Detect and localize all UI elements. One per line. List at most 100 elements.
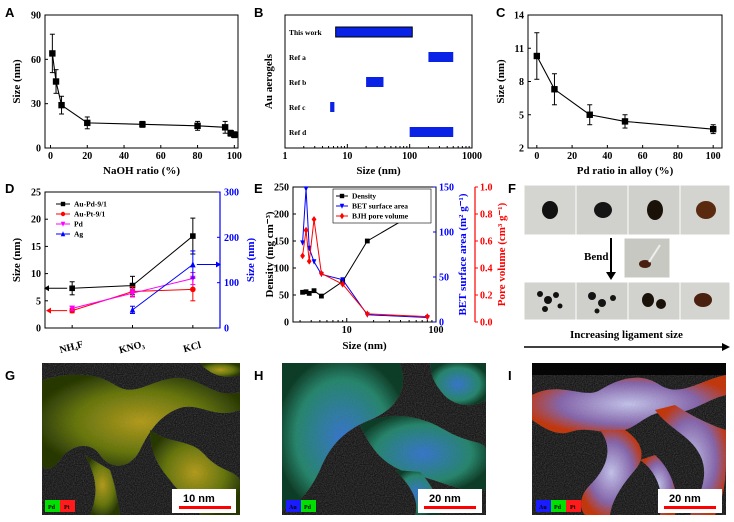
x-tick-label: 100 <box>402 151 417 162</box>
tag-pt <box>60 500 75 512</box>
data-point <box>190 286 196 293</box>
plot-frame <box>44 14 239 149</box>
ligament-region <box>200 363 240 377</box>
y-tick-label: 15 <box>31 242 41 253</box>
data-point <box>190 261 196 268</box>
y-tick-label: 11 <box>515 44 524 55</box>
x-tick-label: KNO₃ <box>118 339 146 356</box>
ligament-region <box>430 363 486 406</box>
tag-label-au: Au <box>289 505 297 511</box>
data-point <box>129 306 136 313</box>
data-point <box>221 124 229 131</box>
bend-label: Bend <box>584 251 608 263</box>
eds-network <box>282 363 486 515</box>
tag-label-pt: Pt <box>64 505 70 511</box>
axis-arrow-head <box>216 261 221 268</box>
photo-row-bottom <box>523 281 731 321</box>
y-right-tick-label: 0.2 <box>480 291 493 302</box>
y-axis-label-mid: BET surface area (m² g⁻¹) <box>457 193 469 315</box>
data-point <box>300 252 305 260</box>
ligament-region <box>42 374 240 469</box>
fragment <box>542 306 548 312</box>
category-label: This work <box>289 28 323 37</box>
fragment <box>598 299 606 307</box>
data-point <box>586 111 593 118</box>
data-point <box>300 240 305 246</box>
sample-monolith <box>594 202 612 218</box>
sample-bent <box>639 260 651 268</box>
bend-arrow-head <box>606 272 616 280</box>
data-point <box>300 289 305 295</box>
photo-row-top <box>523 184 731 236</box>
data-point <box>190 233 196 239</box>
scale-bar-label: 10 nm <box>183 493 215 505</box>
y-right-tick-label: 0.4 <box>480 264 493 275</box>
x-tick-label: 10 <box>342 151 352 162</box>
data-point <box>306 257 312 265</box>
category-label: Ref a <box>289 53 306 62</box>
chart-c-pd-ratio: 0 20 40 60 80 100 2 5 8 11 14 Pd ratio in alloy (%)… <box>495 11 723 177</box>
legend-marker <box>60 231 66 237</box>
legend-marker <box>60 201 66 207</box>
panel-letter-c: C <box>496 5 506 20</box>
data-point <box>311 259 317 265</box>
fragment <box>544 296 552 304</box>
x-axis-label: Pd ratio in alloy (%) <box>577 165 674 177</box>
legend-marker <box>60 211 66 217</box>
sample-monolith <box>696 201 716 219</box>
data-point <box>190 275 196 282</box>
y-axis-label: Density (mg cm⁻³) <box>264 211 276 297</box>
y-tick-label: 250 <box>274 183 289 194</box>
panel-letter-e: E <box>254 181 263 196</box>
y-tick-label: 100 <box>274 264 289 275</box>
data-point <box>424 313 430 320</box>
data-point <box>551 86 558 93</box>
data-point <box>311 216 317 223</box>
y-tick-label: 10 <box>31 269 41 280</box>
panel-letter-h: H <box>254 368 263 383</box>
chart-a-naoh-ratio: 0 20 40 60 80 100 0 30 60 90 NaOH ratio (%) Size (n… <box>11 11 242 178</box>
x-tick-label: 100 <box>706 151 721 162</box>
legend-label: Au-Pt-9/1 <box>74 210 105 219</box>
data-point <box>318 293 324 299</box>
data-point <box>311 288 317 294</box>
data-point <box>303 186 309 192</box>
ligament-region <box>85 455 120 515</box>
data-point <box>303 226 309 234</box>
data-point <box>129 290 136 297</box>
range-bar <box>409 127 454 137</box>
fragment <box>588 292 596 300</box>
y-mid-tick-label: 0 <box>439 318 444 329</box>
panel-letter-d: D <box>5 181 14 196</box>
scale-bar-label: 20 nm <box>429 493 461 505</box>
fragment <box>656 299 666 309</box>
category-label: Ref c <box>289 103 306 112</box>
ligament-region <box>282 363 404 510</box>
scale-bar <box>179 506 231 509</box>
tag-label-pt: Pt <box>570 505 576 511</box>
y-right-tick-label: 0.8 <box>480 210 493 221</box>
y-right-tick-label: 100 <box>224 278 239 289</box>
panel-letter-a: A <box>5 5 15 20</box>
range-bar <box>366 77 384 87</box>
data-point <box>340 277 346 283</box>
legend-marker <box>339 193 345 199</box>
y-mid-tick-label: 100 <box>439 228 454 239</box>
x-axis-label: NaOH ratio (%) <box>103 165 180 177</box>
data-point <box>84 119 91 127</box>
tag-pd <box>551 500 566 512</box>
series-line <box>132 264 194 311</box>
category-label: Ref d <box>289 128 307 137</box>
tag-au <box>286 500 301 512</box>
y-tick-label: 60 <box>31 55 41 66</box>
y-tick-label: 8 <box>519 77 524 88</box>
data-point <box>318 270 324 277</box>
x-tick-label: KCl <box>182 340 202 355</box>
y-tick-label: 2 <box>519 144 524 155</box>
ligament-caption: Increasing ligament size <box>570 329 683 341</box>
legend-marker <box>339 212 345 220</box>
data-point <box>533 52 541 60</box>
tag-au <box>536 500 551 512</box>
category-label: Ref b <box>289 78 306 87</box>
